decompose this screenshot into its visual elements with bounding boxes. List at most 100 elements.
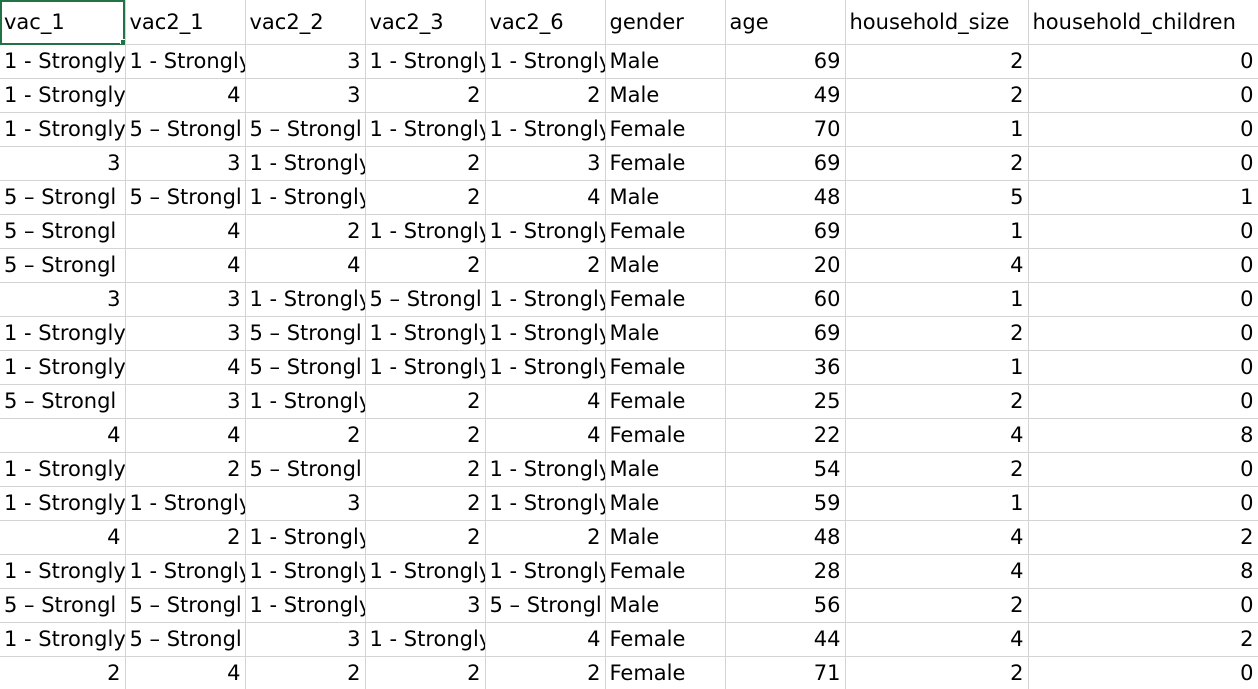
cell-household-size[interactable]: 1 [845,350,1029,385]
cell-gender[interactable]: Male [605,486,726,521]
cell-vac2-1[interactable]: 1 - Strongly [125,554,246,589]
cell-vac-1[interactable]: 5 – Strongl [0,180,126,215]
cell-gender[interactable]: Male [605,180,726,215]
cell-vac2-2[interactable]: 1 - Strongly [245,180,366,215]
cell-vac-1[interactable]: 1 - Strongly [0,486,126,521]
cell-vac2-2[interactable]: 5 – Strongl [245,316,366,351]
cell-age[interactable]: 49 [725,78,846,113]
cell-vac-1[interactable]: 2 [0,656,126,689]
cell-age[interactable]: 70 [725,112,846,147]
cell-household-size[interactable]: 4 [845,248,1029,283]
cell-vac2-2[interactable]: 5 – Strongl [245,452,366,487]
cell-gender[interactable]: Female [605,112,726,147]
cell-household-children[interactable]: 0 [1028,350,1258,385]
cell-age[interactable]: 44 [725,622,846,657]
cell-vac-1[interactable]: 5 – Strongl [0,384,126,419]
cell-vac2-3[interactable]: 1 - Strongly [365,350,486,385]
cell-vac-1[interactable]: 4 [0,520,126,555]
cell-household-size[interactable]: 1 [845,282,1029,317]
cell-vac2-3[interactable]: 1 - Strongly [365,44,486,79]
cell-household-children[interactable]: 2 [1028,622,1258,657]
header-cell-vac2-2[interactable]: vac2_2 [245,0,366,45]
cell-household-size[interactable]: 2 [845,44,1029,79]
cell-household-size[interactable]: 2 [845,316,1029,351]
header-cell-vac2-3[interactable]: vac2_3 [365,0,486,45]
header-cell-vac-1[interactable]: vac_1 [0,0,126,45]
cell-vac2-3[interactable]: 1 - Strongly [365,214,486,249]
cell-household-children[interactable]: 0 [1028,486,1258,521]
cell-vac2-3[interactable]: 2 [365,146,486,181]
cell-vac2-6[interactable]: 2 [485,656,606,689]
cell-vac-1[interactable]: 1 - Strongly [0,316,126,351]
cell-household-children[interactable]: 0 [1028,316,1258,351]
cell-vac2-3[interactable]: 3 [365,588,486,623]
cell-vac2-6[interactable]: 1 - Strongly [485,316,606,351]
cell-age[interactable]: 36 [725,350,846,385]
cell-vac2-3[interactable]: 5 – Strongl [365,282,486,317]
cell-age[interactable]: 54 [725,452,846,487]
cell-vac-1[interactable]: 5 – Strongl [0,214,126,249]
cell-household-children[interactable]: 0 [1028,452,1258,487]
cell-age[interactable]: 22 [725,418,846,453]
cell-household-children[interactable]: 0 [1028,146,1258,181]
cell-household-children[interactable]: 8 [1028,554,1258,589]
cell-vac2-6[interactable]: 2 [485,248,606,283]
cell-household-children[interactable]: 0 [1028,44,1258,79]
cell-age[interactable]: 69 [725,316,846,351]
cell-age[interactable]: 48 [725,520,846,555]
cell-age[interactable]: 69 [725,214,846,249]
cell-vac2-2[interactable]: 5 – Strongl [245,350,366,385]
cell-gender[interactable]: Female [605,418,726,453]
cell-gender[interactable]: Male [605,316,726,351]
cell-household-size[interactable]: 2 [845,588,1029,623]
cell-gender[interactable]: Female [605,214,726,249]
cell-age[interactable]: 69 [725,44,846,79]
cell-vac2-2[interactable]: 2 [245,656,366,689]
cell-vac-1[interactable]: 5 – Strongl [0,248,126,283]
cell-household-children[interactable]: 0 [1028,112,1258,147]
cell-household-children[interactable]: 0 [1028,588,1258,623]
cell-vac2-6[interactable]: 1 - Strongly [485,452,606,487]
cell-gender[interactable]: Female [605,622,726,657]
cell-vac2-6[interactable]: 5 – Strongl [485,588,606,623]
cell-household-size[interactable]: 2 [845,656,1029,689]
cell-household-children[interactable]: 0 [1028,214,1258,249]
cell-vac2-3[interactable]: 2 [365,486,486,521]
cell-age[interactable]: 28 [725,554,846,589]
cell-vac2-1[interactable]: 5 – Strongl [125,180,246,215]
cell-vac2-6[interactable]: 2 [485,520,606,555]
cell-household-size[interactable]: 1 [845,112,1029,147]
cell-vac2-3[interactable]: 2 [365,78,486,113]
cell-vac2-1[interactable]: 3 [125,316,246,351]
cell-vac-1[interactable]: 1 - Strongly [0,452,126,487]
cell-vac2-3[interactable]: 1 - Strongly [365,554,486,589]
cell-vac-1[interactable]: 1 - Strongly [0,44,126,79]
cell-gender[interactable]: Female [605,350,726,385]
cell-vac2-1[interactable]: 4 [125,78,246,113]
cell-vac2-2[interactable]: 3 [245,486,366,521]
cell-household-children[interactable]: 0 [1028,384,1258,419]
cell-vac2-3[interactable]: 2 [365,452,486,487]
cell-gender[interactable]: Female [605,554,726,589]
fill-handle[interactable] [119,39,124,44]
cell-vac-1[interactable]: 1 - Strongly [0,350,126,385]
cell-vac2-6[interactable]: 2 [485,78,606,113]
cell-vac2-1[interactable]: 2 [125,452,246,487]
cell-gender[interactable]: Male [605,248,726,283]
cell-vac2-3[interactable]: 2 [365,384,486,419]
cell-vac2-3[interactable]: 2 [365,418,486,453]
cell-vac2-1[interactable]: 3 [125,282,246,317]
cell-household-size[interactable]: 2 [845,452,1029,487]
cell-household-size[interactable]: 5 [845,180,1029,215]
cell-vac2-6[interactable]: 4 [485,622,606,657]
cell-household-size[interactable]: 4 [845,622,1029,657]
cell-vac2-1[interactable]: 3 [125,146,246,181]
cell-vac2-3[interactable]: 2 [365,656,486,689]
header-cell-household-children[interactable]: household_children [1028,0,1258,45]
header-cell-vac2-6[interactable]: vac2_6 [485,0,606,45]
cell-vac2-6[interactable]: 1 - Strongly [485,282,606,317]
cell-household-size[interactable]: 2 [845,146,1029,181]
cell-vac2-1[interactable]: 4 [125,214,246,249]
header-cell-household-size[interactable]: household_size [845,0,1029,45]
cell-vac2-6[interactable]: 1 - Strongly [485,44,606,79]
